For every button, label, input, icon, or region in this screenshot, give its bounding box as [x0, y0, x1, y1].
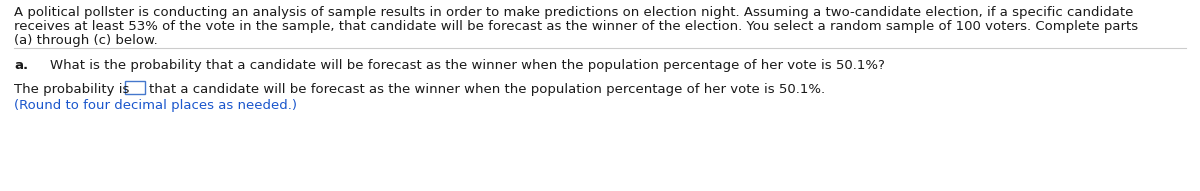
Bar — [125, 81, 145, 94]
Text: that a candidate will be forecast as the winner when the population percentage o: that a candidate will be forecast as the… — [149, 83, 826, 96]
Text: (Round to four decimal places as needed.): (Round to four decimal places as needed.… — [14, 99, 298, 112]
Text: What is the probability that a candidate will be forecast as the winner when the: What is the probability that a candidate… — [50, 59, 884, 72]
Text: A political pollster is conducting an analysis of sample results in order to mak: A political pollster is conducting an an… — [14, 6, 1133, 19]
Text: receives at least 53% of the vote in the sample, that candidate will be forecast: receives at least 53% of the vote in the… — [14, 20, 1138, 33]
Text: The probability is: The probability is — [14, 83, 133, 96]
Text: a.: a. — [14, 59, 28, 72]
Text: (a) through (c) below.: (a) through (c) below. — [14, 34, 157, 47]
